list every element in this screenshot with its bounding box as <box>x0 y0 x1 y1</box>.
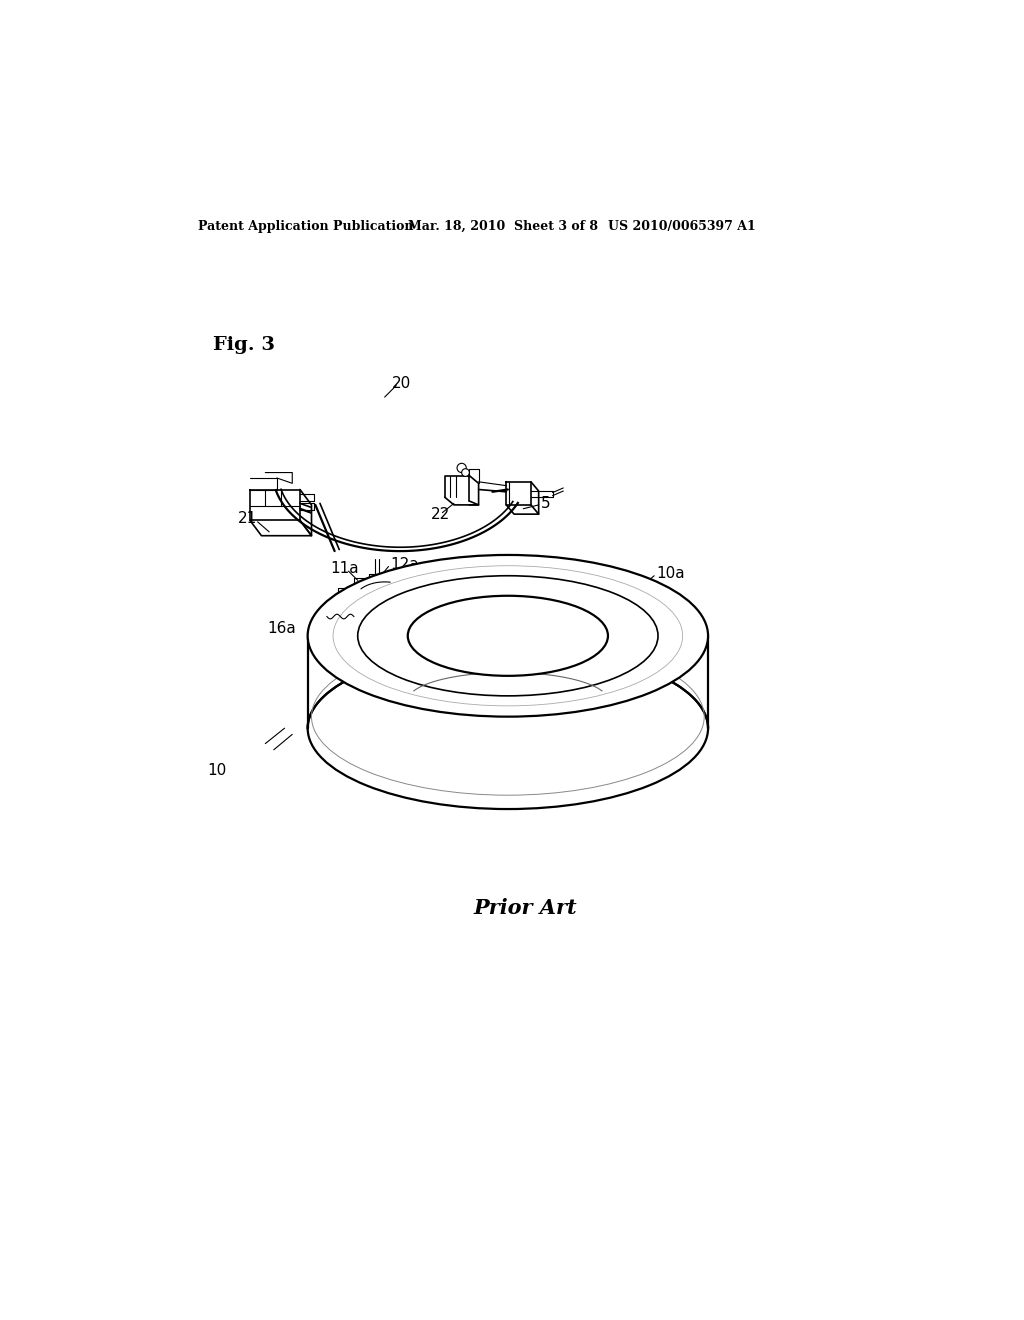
Text: 16: 16 <box>641 591 660 606</box>
Text: 21a: 21a <box>322 611 350 627</box>
Text: 5: 5 <box>541 496 551 511</box>
Circle shape <box>462 469 469 477</box>
Text: 20: 20 <box>392 376 412 391</box>
Text: US 2010/0065397 A1: US 2010/0065397 A1 <box>608 220 756 234</box>
Text: 12a: 12a <box>390 557 419 572</box>
Text: Fig. 3: Fig. 3 <box>213 335 275 354</box>
Ellipse shape <box>357 576 658 696</box>
Text: 15: 15 <box>645 669 665 685</box>
Text: Patent Application Publication: Patent Application Publication <box>199 220 414 234</box>
Text: 10: 10 <box>208 763 226 777</box>
Ellipse shape <box>307 554 708 717</box>
Text: 22: 22 <box>431 507 451 521</box>
Circle shape <box>457 463 466 473</box>
Text: Mar. 18, 2010  Sheet 3 of 8: Mar. 18, 2010 Sheet 3 of 8 <box>408 220 598 234</box>
Ellipse shape <box>307 647 708 809</box>
Text: 11a: 11a <box>331 561 359 576</box>
Text: 16a: 16a <box>267 620 296 636</box>
Text: 10a: 10a <box>656 566 685 581</box>
Text: Prior Art: Prior Art <box>473 898 577 917</box>
Text: 21: 21 <box>239 511 258 527</box>
Ellipse shape <box>408 595 608 676</box>
